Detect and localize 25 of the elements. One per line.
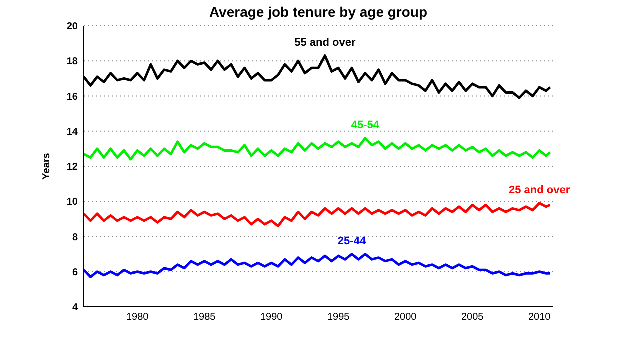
x-tick-label: 1980 [126,312,150,324]
x-tick-label: 2010 [528,312,552,324]
x-tick-label: 2000 [394,312,418,324]
series-label: 25-44 [338,235,367,248]
y-tick-label: 16 [66,92,78,103]
y-tick-label: 4 [72,302,78,314]
y-tick-label: 10 [66,197,78,208]
line-series [84,202,552,228]
chart-title: Average job tenure by age group [208,4,429,20]
y-tick-label: 8 [72,232,78,244]
y-tick-label: 6 [72,267,78,278]
y-tick-label: 18 [66,56,78,68]
series-label: 55 and over [294,36,356,49]
x-tick-label: 1990 [260,312,284,324]
line-series [84,137,552,161]
x-tick-label: 1985 [193,312,216,324]
y-tick-label: 12 [66,162,78,174]
x-tick-label: 2005 [461,312,484,324]
y-tick-label: 14 [66,126,78,138]
y-axis-title: Years [42,152,53,180]
y-tick-label: 20 [66,22,78,33]
line-series [84,253,552,278]
series-label: 45-54 [351,119,380,132]
series-label: 25 and over [509,184,571,196]
x-tick-label: 1995 [327,312,350,324]
